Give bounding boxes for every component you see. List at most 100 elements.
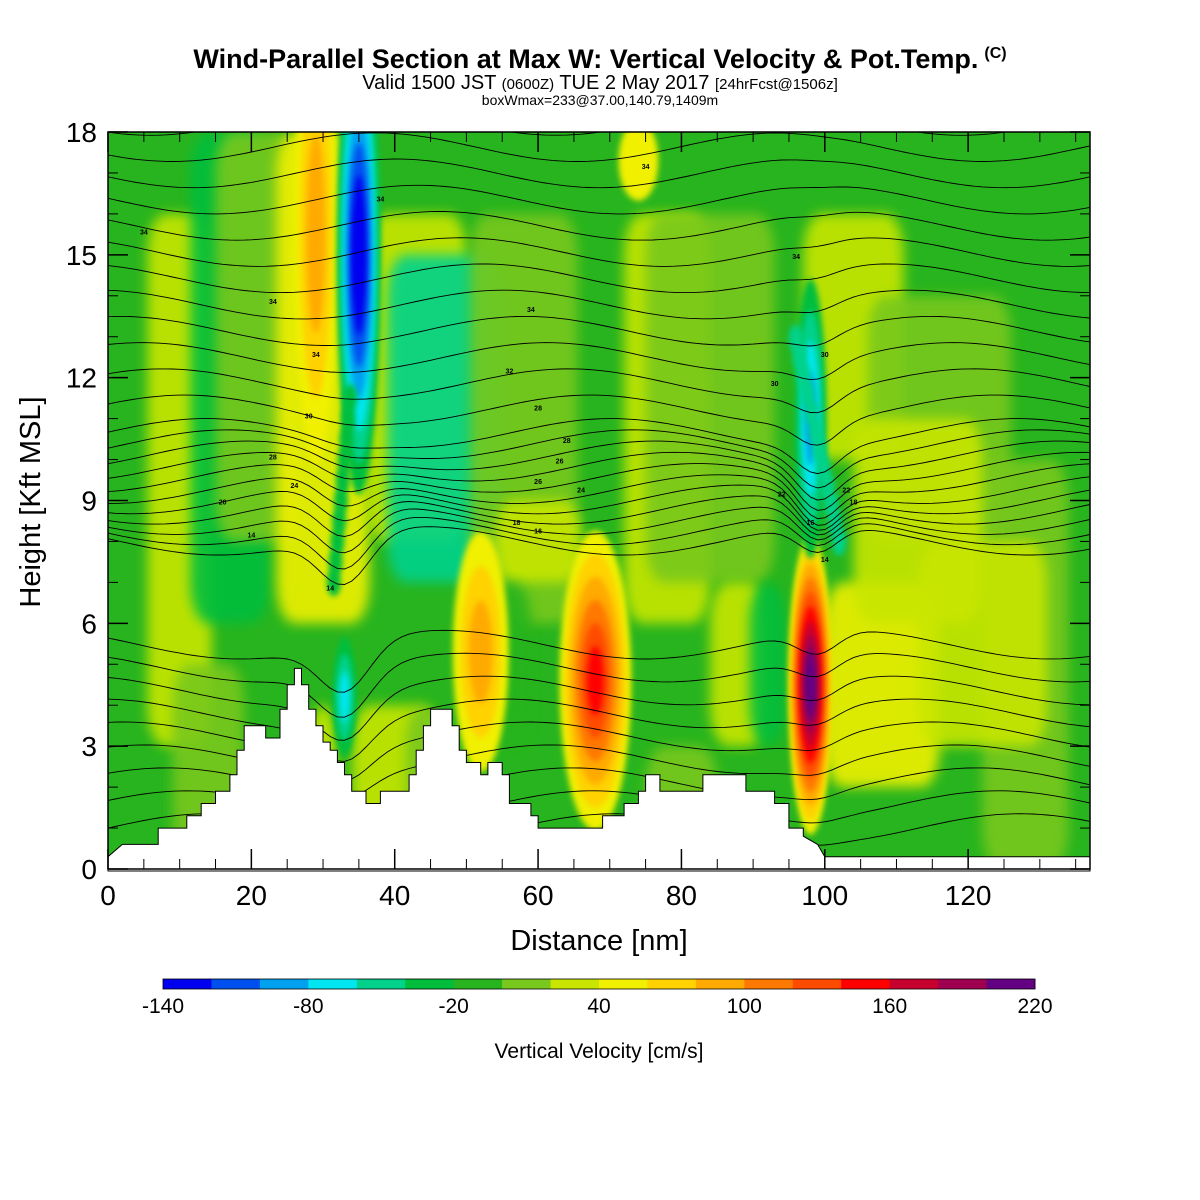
contour-label: 20 <box>219 500 227 507</box>
contour-label: 16 <box>807 520 815 527</box>
isentrope-line <box>108 368 1090 414</box>
isentrope-line <box>108 629 1090 693</box>
terrain <box>107 667 1091 872</box>
isentrope-line <box>108 451 1090 511</box>
contour-label: 30 <box>771 381 779 388</box>
chart-title-text: Wind-Parallel Section at Max W: Vertical… <box>193 44 979 74</box>
colorbar-tick-label: 220 <box>1017 995 1052 1018</box>
contour-label: 28 <box>269 455 277 462</box>
colorbar-swatch <box>550 979 600 989</box>
x-tick-label: 20 <box>236 880 267 911</box>
chart-title: Wind-Parallel Section at Max W: Vertical… <box>0 44 1200 75</box>
x-tick-label: 100 <box>801 880 848 911</box>
contour-label: 26 <box>534 479 542 486</box>
colorbar-swatch <box>744 979 794 989</box>
isentrope-line <box>108 263 1090 294</box>
contour-label: 34 <box>642 164 650 171</box>
contour-label: 18 <box>850 500 858 507</box>
colorbar-tick-label: 40 <box>587 995 610 1018</box>
colorbar-swatch <box>647 979 697 989</box>
colorbar-tick-label: -140 <box>142 995 184 1018</box>
contour-label: 34 <box>312 352 320 359</box>
contour-label: 28 <box>534 405 542 412</box>
colorbar-tick-label: 100 <box>727 995 762 1018</box>
isentrope-line <box>108 675 1090 741</box>
valid-time: Valid 1500 JST <box>362 72 497 94</box>
contour-label: 16 <box>534 528 542 535</box>
x-tick-label: 80 <box>666 880 697 911</box>
potential-temperature-contours <box>108 132 1090 848</box>
isentrope-line <box>108 474 1090 526</box>
colorbar-swatch <box>308 979 358 989</box>
isentrope-line <box>108 506 1090 554</box>
title-mark: (C) <box>984 45 1007 62</box>
contour-label: 22 <box>778 491 786 498</box>
y-tick-label: 6 <box>81 608 97 639</box>
isentrope-line <box>108 440 1090 501</box>
contour-label: 14 <box>247 532 255 539</box>
x-tick-label: 0 <box>100 880 116 911</box>
x-axis-label: Distance [nm] <box>510 925 687 957</box>
isentrope-line <box>108 526 1090 585</box>
isentrope-line <box>108 289 1090 320</box>
colorbar-swatch <box>889 979 939 989</box>
valid-z: (0600Z) <box>501 76 555 93</box>
y-axis-label: Height [Kft MSL] <box>15 396 47 607</box>
isentrope-line <box>108 394 1090 446</box>
colorbar-frame <box>162 978 1036 990</box>
box-info: boxWmax=233@37.00,140.79,1409m <box>481 92 719 108</box>
x-tick-label: 60 <box>522 880 553 911</box>
colorbar-swatch <box>405 979 455 989</box>
colorbar-swatch <box>938 979 988 989</box>
contour-label: 34 <box>140 229 148 236</box>
colorbar-label: Vertical Velocity [cm/s] <box>495 1040 704 1063</box>
contour-label: 32 <box>506 369 514 376</box>
contour-label: 34 <box>376 197 384 204</box>
y-tick-label: 12 <box>66 363 97 394</box>
colorbar-swatch <box>453 979 503 989</box>
valid-date: TUE 2 May 2017 <box>559 72 710 94</box>
isentrope-line <box>108 158 1090 189</box>
colorbar: -140 -80 -20 40 100 160 220 <box>142 978 1053 1018</box>
colorbar-swatch <box>259 979 309 989</box>
contour-label: 22 <box>842 487 850 494</box>
axes: 0 20 40 60 80 100 120 0 3 6 9 12 15 18 <box>66 117 1090 911</box>
isentrope-line <box>108 132 1009 136</box>
y-tick-label: 9 <box>81 486 97 517</box>
forecast-info: [24hrFcst@1506z] <box>714 76 838 93</box>
isentrope-line <box>108 698 1090 762</box>
y-tick-label: 15 <box>66 240 97 271</box>
colorbar-tick-label: -20 <box>438 995 468 1018</box>
colorbar-swatch <box>841 979 891 989</box>
isentrope-line <box>108 495 1090 537</box>
contour-label: 18 <box>513 520 521 527</box>
isentrope-line <box>108 463 1090 520</box>
isentrope-line <box>108 315 1090 347</box>
y-tick-label: 3 <box>81 731 97 762</box>
colorbar-swatch <box>356 979 406 989</box>
contour-label: 34 <box>527 307 535 314</box>
colorbar-swatch <box>695 979 745 989</box>
contour-label: 34 <box>269 299 277 306</box>
contour-label: 14 <box>326 586 334 593</box>
colorbar-swatch <box>502 979 552 989</box>
contour-label: 14 <box>821 557 829 564</box>
isentrope-line <box>108 184 1090 215</box>
contour-label: 34 <box>792 254 800 261</box>
isentrope-line <box>108 342 1090 381</box>
colorbar-tick-label: 160 <box>872 995 907 1018</box>
y-tick-label: 0 <box>81 854 97 885</box>
isentrope-line <box>108 237 1090 267</box>
x-tick-label: 40 <box>379 880 410 911</box>
contour-label: 26 <box>556 459 564 466</box>
x-tick-label: 120 <box>945 880 992 911</box>
colorbar-swatch <box>163 979 212 989</box>
contour-labels: 34 34 34 34 34 34 34 32 30 30 30 28 28 28 26 26 24 24 22 22… <box>140 164 858 593</box>
isentrope-line <box>108 429 1090 489</box>
isentrope-line <box>108 132 1090 162</box>
y-tick-label: 18 <box>66 117 97 148</box>
contour-label: 24 <box>290 483 298 490</box>
colorbar-swatch <box>599 979 648 989</box>
isentrope-line <box>108 211 1090 241</box>
